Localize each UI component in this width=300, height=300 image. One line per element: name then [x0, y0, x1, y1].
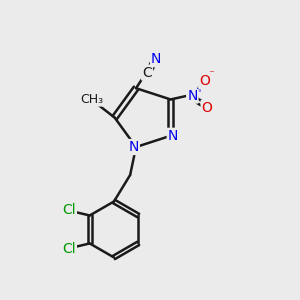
Text: ⁻: ⁻ [208, 70, 214, 80]
Text: Cl: Cl [62, 203, 76, 217]
Text: O: O [199, 74, 210, 88]
Text: N: N [187, 88, 197, 103]
Text: N: N [128, 140, 139, 154]
Text: CH₃: CH₃ [80, 93, 104, 106]
Text: N: N [151, 52, 161, 66]
Text: O: O [202, 101, 212, 115]
Text: +: + [195, 84, 203, 94]
Text: C: C [142, 65, 152, 80]
Text: Cl: Cl [62, 242, 76, 256]
Text: N: N [168, 129, 178, 143]
